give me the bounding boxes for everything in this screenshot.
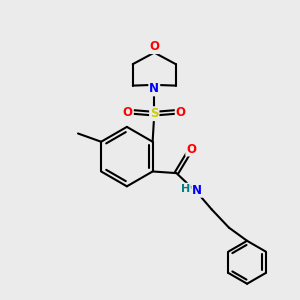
Text: H: H (181, 184, 190, 194)
Text: N: N (149, 82, 159, 95)
Text: O: O (176, 106, 186, 118)
Text: O: O (186, 142, 196, 155)
Text: O: O (123, 106, 133, 118)
Text: O: O (149, 40, 159, 53)
Text: S: S (150, 107, 158, 120)
Text: N: N (192, 184, 202, 197)
